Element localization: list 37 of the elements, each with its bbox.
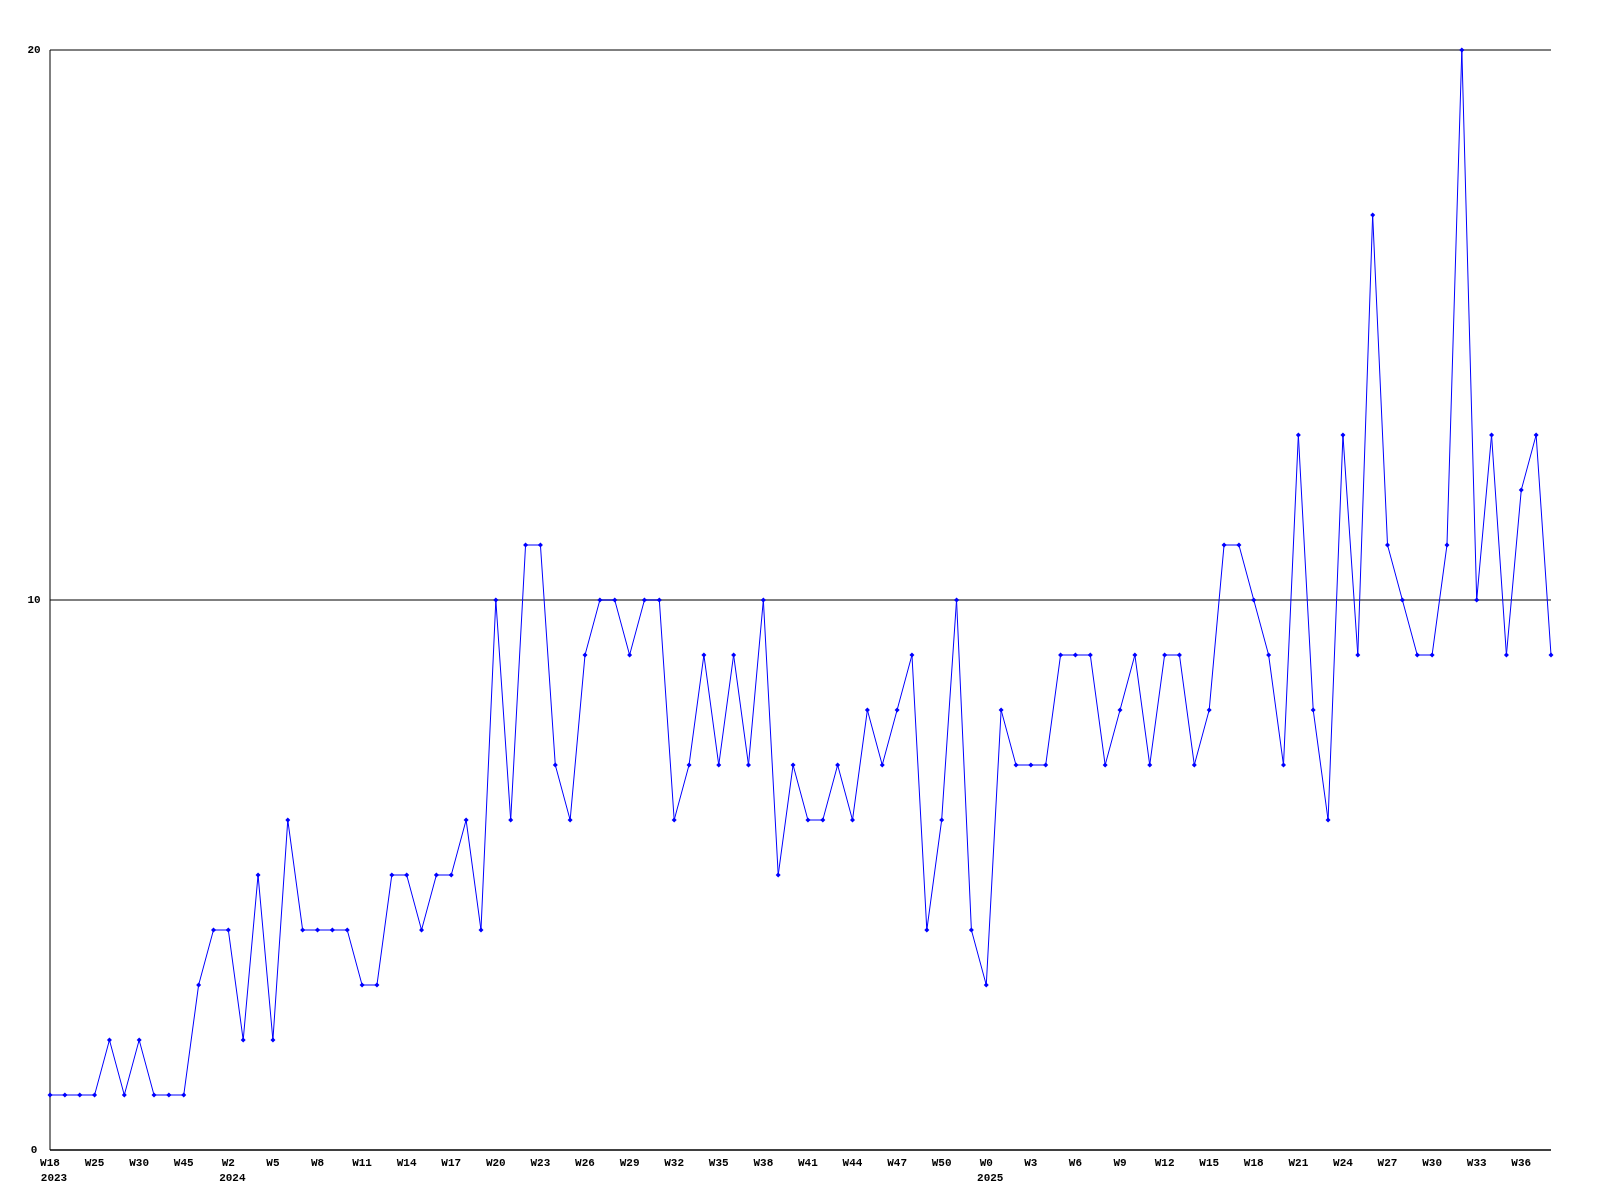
x-tick-label: W44 [842, 1157, 863, 1169]
x-tick-label: W18 2023 [40, 1157, 68, 1184]
x-tick-label: W30 [1422, 1157, 1443, 1169]
x-tick-label: W26 [575, 1157, 595, 1169]
x-tick-label: W15 [1199, 1157, 1220, 1169]
x-tick-label: W20 [485, 1157, 506, 1169]
x-tick-label: W18 [1243, 1157, 1265, 1169]
x-tick-label: W36 [1511, 1157, 1532, 1169]
y-tick-label: 0 [30, 1144, 38, 1156]
x-tick-label: W45 [173, 1157, 195, 1169]
x-tick-label: W35 [708, 1157, 730, 1169]
x-tick-label: W32 [664, 1157, 685, 1169]
x-tick-label: W8 [310, 1157, 325, 1169]
x-tick-label: W6 [1068, 1157, 1083, 1169]
x-tick-label: W0 2025 [977, 1157, 1004, 1184]
x-tick-label: W12 [1154, 1157, 1175, 1169]
x-tick-label: W24 [1333, 1157, 1354, 1169]
x-tick-label: W41 [798, 1157, 819, 1169]
x-tick-label: W50 [931, 1157, 952, 1169]
x-tick-label: W29 [619, 1157, 640, 1169]
x-tick-label: W38 [753, 1157, 774, 1169]
x-tick-label: W2 2024 [219, 1157, 246, 1184]
x-tick-label: W11 [352, 1157, 373, 1169]
x-tick-label: W17 [441, 1157, 462, 1169]
x-tick-label: W30 [129, 1157, 150, 1169]
x-tick-label: W21 [1288, 1157, 1309, 1169]
y-tick-label: 10 [27, 594, 41, 606]
x-tick-label: W33 [1466, 1157, 1487, 1169]
x-tick-label: W47 [887, 1157, 908, 1169]
x-tick-label: W14 [396, 1157, 417, 1169]
x-tick-label: W9 [1113, 1157, 1127, 1169]
x-tick-label: W3 [1024, 1157, 1038, 1169]
x-tick-label: W23 [530, 1157, 551, 1169]
x-tick-label: W27 [1377, 1157, 1398, 1169]
y-tick-label: 20 [27, 44, 41, 56]
x-tick-label: W5 [266, 1157, 280, 1169]
x-tick-label: W25 [84, 1157, 105, 1169]
